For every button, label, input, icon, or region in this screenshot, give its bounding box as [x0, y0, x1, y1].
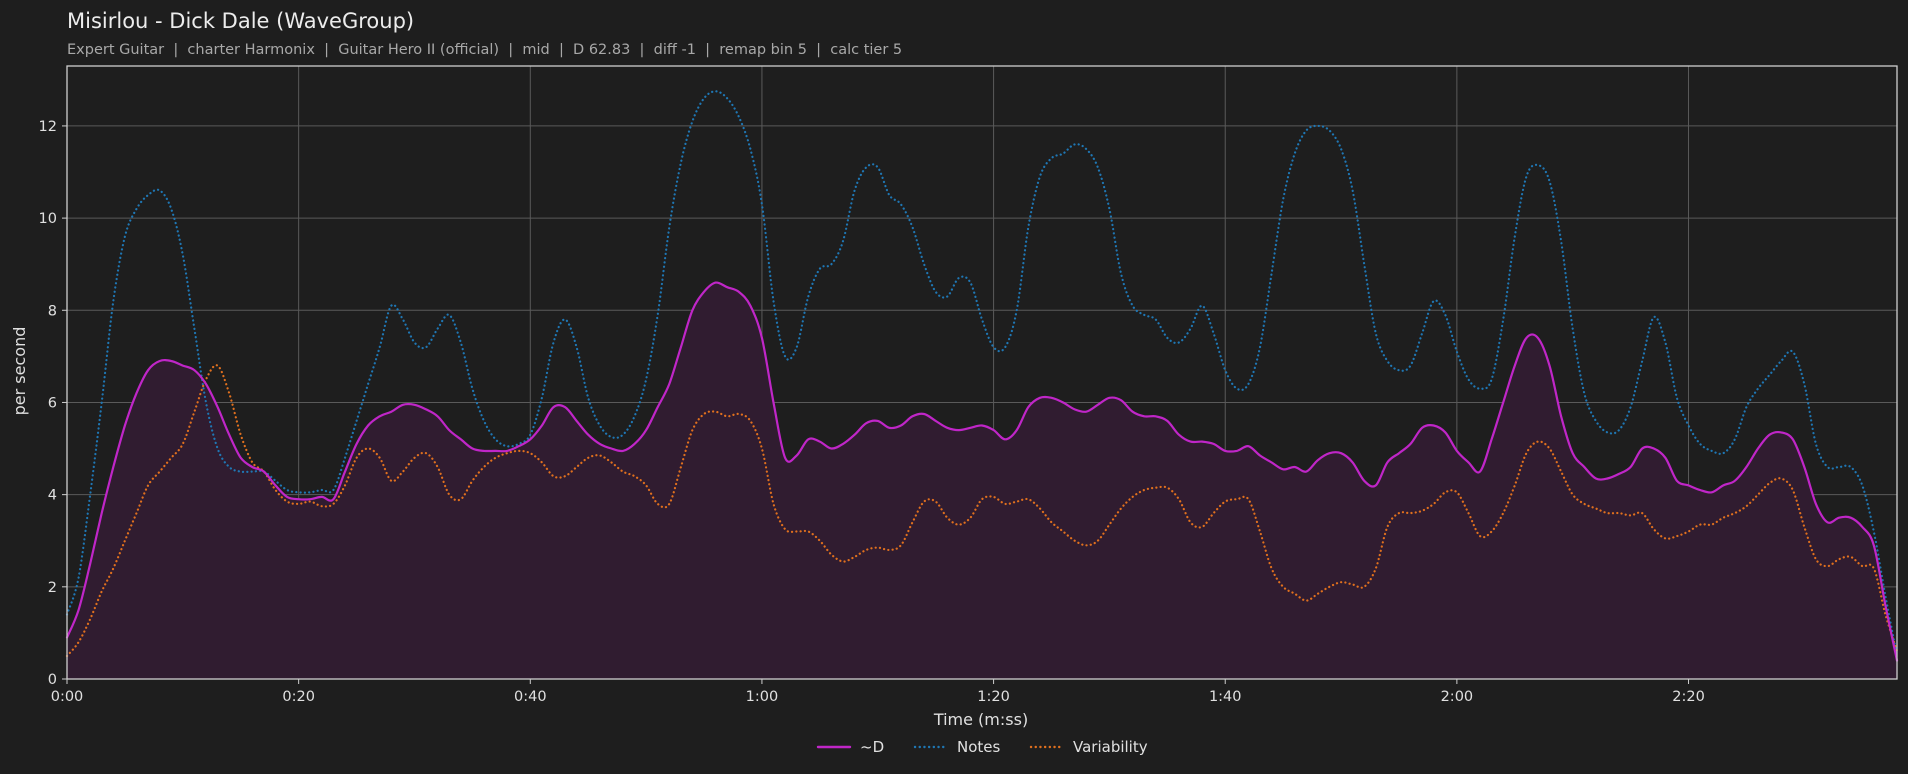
- chart-subtitle: Expert Guitar | charter Harmonix | Guita…: [67, 42, 902, 58]
- x-tick-label: 1:00: [746, 689, 779, 705]
- y-tick-label: 10: [39, 211, 57, 227]
- legend-label: ~D: [860, 738, 884, 756]
- x-tick-label: 0:00: [51, 689, 84, 705]
- y-tick-label: 12: [39, 119, 57, 135]
- x-tick-label: 2:20: [1672, 689, 1705, 705]
- y-tick-label: 4: [48, 488, 57, 504]
- plot-frame: [66, 65, 1898, 680]
- y-tick-label: 0: [48, 672, 57, 688]
- x-tick-label: 0:20: [282, 689, 315, 705]
- x-tick-label: 1:40: [1209, 689, 1242, 705]
- x-tick-label: 1:20: [977, 689, 1010, 705]
- series-line-notes: [65, 90, 1899, 658]
- legend-label: Variability: [1073, 738, 1148, 756]
- series-layer: [65, 90, 1899, 679]
- chart-title: Misirlou - Dick Dale (WaveGroup): [67, 9, 414, 33]
- y-tick-label: 2: [48, 580, 57, 596]
- y-tick-label: 6: [48, 395, 57, 411]
- x-axis-label: Time (m:ss): [933, 710, 1028, 729]
- x-tick-label: 0:40: [514, 689, 547, 705]
- legend: ~D Notes Variability: [816, 738, 1148, 756]
- series-area-d: [67, 282, 1897, 679]
- y-axis-label: per second: [10, 327, 29, 416]
- series-line-d: [65, 281, 1899, 662]
- x-tick-label: 2:00: [1441, 689, 1474, 705]
- legend-label: Notes: [957, 738, 1001, 756]
- axis-ticks: 0:00 0:20 0:40 1:00 1:20 1:40 2:00 2:20 0 2 4 6 8 10 1…: [39, 119, 1705, 705]
- y-tick-label: 8: [48, 303, 57, 319]
